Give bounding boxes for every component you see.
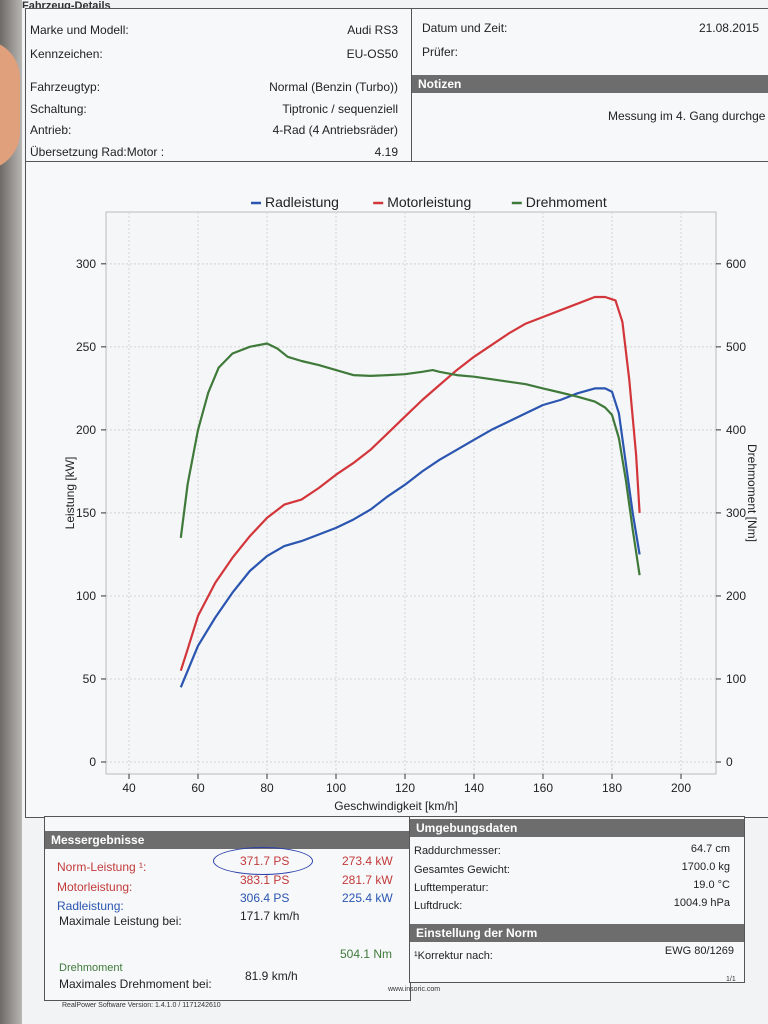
y2-tick-label: 0: [726, 755, 733, 769]
y2-tick-label: 300: [726, 506, 746, 520]
results-box: Messergebnisse Norm-Leistung ¹: 371.7 PS…: [44, 816, 411, 1001]
x-tick-label: 160: [533, 781, 553, 795]
x-axis-label: Geschwindigkeit [km/h]: [334, 799, 457, 813]
notes-text: Messung im 4. Gang durchge: [608, 109, 766, 123]
notes-header: Notizen: [412, 75, 768, 93]
env-label-temp: Lufttemperatur:: [414, 882, 489, 894]
page-edge-shadow: [0, 0, 22, 1024]
x-tick-label: 60: [191, 781, 205, 795]
vehicle-value-make: Audi RS3: [347, 23, 398, 37]
env-label-pressure: Luftdruck:: [414, 900, 463, 912]
vehicle-value-type: Normal (Benzin (Turbo)): [269, 80, 398, 94]
env-value-weight: 1700.0 kg: [681, 861, 730, 873]
torque-value: 504.1 Nm: [340, 947, 393, 961]
norm-header: Einstellung der Norm: [410, 924, 744, 942]
env-value-temp: 19.0 °C: [693, 879, 730, 891]
vehicle-label-gearbox: Schaltung:: [30, 102, 87, 116]
date-notes-box: Datum und Zeit: 21.08.2015 Prüfer: Notiz…: [411, 8, 768, 163]
date-label: Datum und Zeit:: [422, 21, 508, 35]
x-tick-label: 80: [260, 781, 274, 795]
results-header: Messergebnisse: [45, 831, 410, 849]
max-power-label: Maximale Leistung bei:: [59, 914, 182, 928]
vehicle-label-plate: Kennzeichen:: [30, 47, 103, 61]
page-number: 1/1: [726, 976, 736, 983]
y-tick-label: 100: [76, 589, 96, 603]
y-axis-label: Leistung [kW]: [63, 457, 77, 530]
max-torque-label: Maximales Drehmoment bei:: [59, 977, 212, 991]
date-value: 21.08.2015: [698, 21, 759, 35]
engine-power-label: Motorleistung:: [57, 880, 133, 894]
env-value-pressure: 1004.9 hPa: [673, 897, 730, 909]
y2-tick-label: 600: [726, 257, 746, 271]
wheel-power-kw: 225.4 kW: [342, 891, 393, 905]
norm-power-label: Norm-Leistung ¹:: [57, 860, 147, 874]
y2-axis-label: Drehmoment [Nm]: [745, 444, 759, 542]
vehicle-value-drive: 4-Rad (4 Antriebsräder): [272, 123, 398, 137]
legend-label-motorleistung: Motorleistung: [387, 194, 471, 210]
engine-power-ps: 383.1 PS: [240, 873, 290, 887]
y-tick-label: 300: [76, 257, 96, 271]
wheel-power-ps: 306.4 PS: [240, 891, 290, 905]
norm-correction-value: EWG 80/1269: [664, 945, 734, 957]
tester-label: Prüfer:: [422, 45, 459, 59]
vehicle-label-type: Fahrzeugtyp:: [30, 80, 101, 94]
legend-label-drehmoment: Drehmoment: [526, 194, 607, 210]
y2-tick-label: 200: [726, 589, 746, 603]
series-line-drehmoment: [179, 342, 641, 576]
finger: [0, 40, 20, 170]
max-power-speed: 171.7 km/h: [240, 909, 300, 923]
legend-label-radleistung: Radleistung: [265, 194, 339, 210]
series-line-motorleistung: [179, 295, 641, 672]
series-line-radleistung: [179, 387, 641, 688]
vehicle-value-plate: EU-OS50: [346, 47, 398, 61]
plot-area: [105, 211, 717, 775]
norm-power-circle: [213, 847, 313, 875]
section-title: Fahrzeug-Details: [22, 0, 111, 8]
environment-box: Umgebungsdaten Raddurchmesser: 64.7 cm G…: [409, 816, 745, 983]
wheel-power-label: Radleistung:: [57, 899, 124, 913]
y-tick-label: 0: [89, 755, 96, 769]
dyno-chart: 40 60 80 100 120 140 160 180 200 0 50 100 150 200 250 3…: [63, 194, 759, 813]
vehicle-label-ratio: Übersetzung Rad:Motor :: [30, 145, 165, 159]
norm-correction-label: ¹Korrektur nach:: [414, 950, 493, 962]
env-label-weight: Gesamtes Gewicht:: [414, 864, 510, 876]
norm-power-kw: 273.4 kW: [342, 854, 393, 868]
vehicle-label-drive: Antrieb:: [30, 123, 72, 137]
y-tick-label: 50: [83, 672, 97, 686]
x-tick-label: 180: [602, 781, 622, 795]
engine-power-kw: 281.7 kW: [342, 873, 393, 887]
x-tick-label: 140: [464, 781, 484, 795]
torque-label: Drehmoment: [59, 962, 123, 974]
vehicle-details-box: Marke und Modell: Audi RS3 Kennzeichen: …: [25, 8, 413, 163]
x-tick-label: 200: [671, 781, 691, 795]
y2-tick-label: 100: [726, 672, 746, 686]
website: www.insoric.com: [388, 986, 441, 993]
y2-tick-label: 400: [726, 423, 746, 437]
vehicle-label-make: Marke und Modell:: [30, 23, 129, 37]
x-tick-label: 120: [395, 781, 415, 795]
max-torque-speed: 81.9 km/h: [245, 969, 298, 983]
env-label-wheel: Raddurchmesser:: [414, 845, 501, 857]
software-version: RealPower Software Version: 1.4.1.0 / 11…: [62, 1002, 221, 1009]
report-sheet: Fahrzeug-Details Marke und Modell: Audi …: [22, 0, 768, 1024]
y-tick-label: 200: [76, 423, 96, 437]
x-tick-label: 100: [326, 781, 346, 795]
chart-box: 40 60 80 100 120 140 160 180 200 0 50 100 150 200 250 3…: [25, 161, 768, 818]
env-value-wheel: 64.7 cm: [690, 843, 730, 855]
vehicle-value-ratio: 4.19: [374, 145, 398, 159]
x-tick-label: 40: [122, 781, 136, 795]
y-tick-label: 250: [76, 340, 96, 354]
vehicle-value-gearbox: Tiptronic / sequenziell: [282, 102, 398, 116]
y2-tick-label: 500: [726, 340, 746, 354]
environment-header: Umgebungsdaten: [410, 819, 744, 837]
y-tick-label: 150: [76, 506, 96, 520]
